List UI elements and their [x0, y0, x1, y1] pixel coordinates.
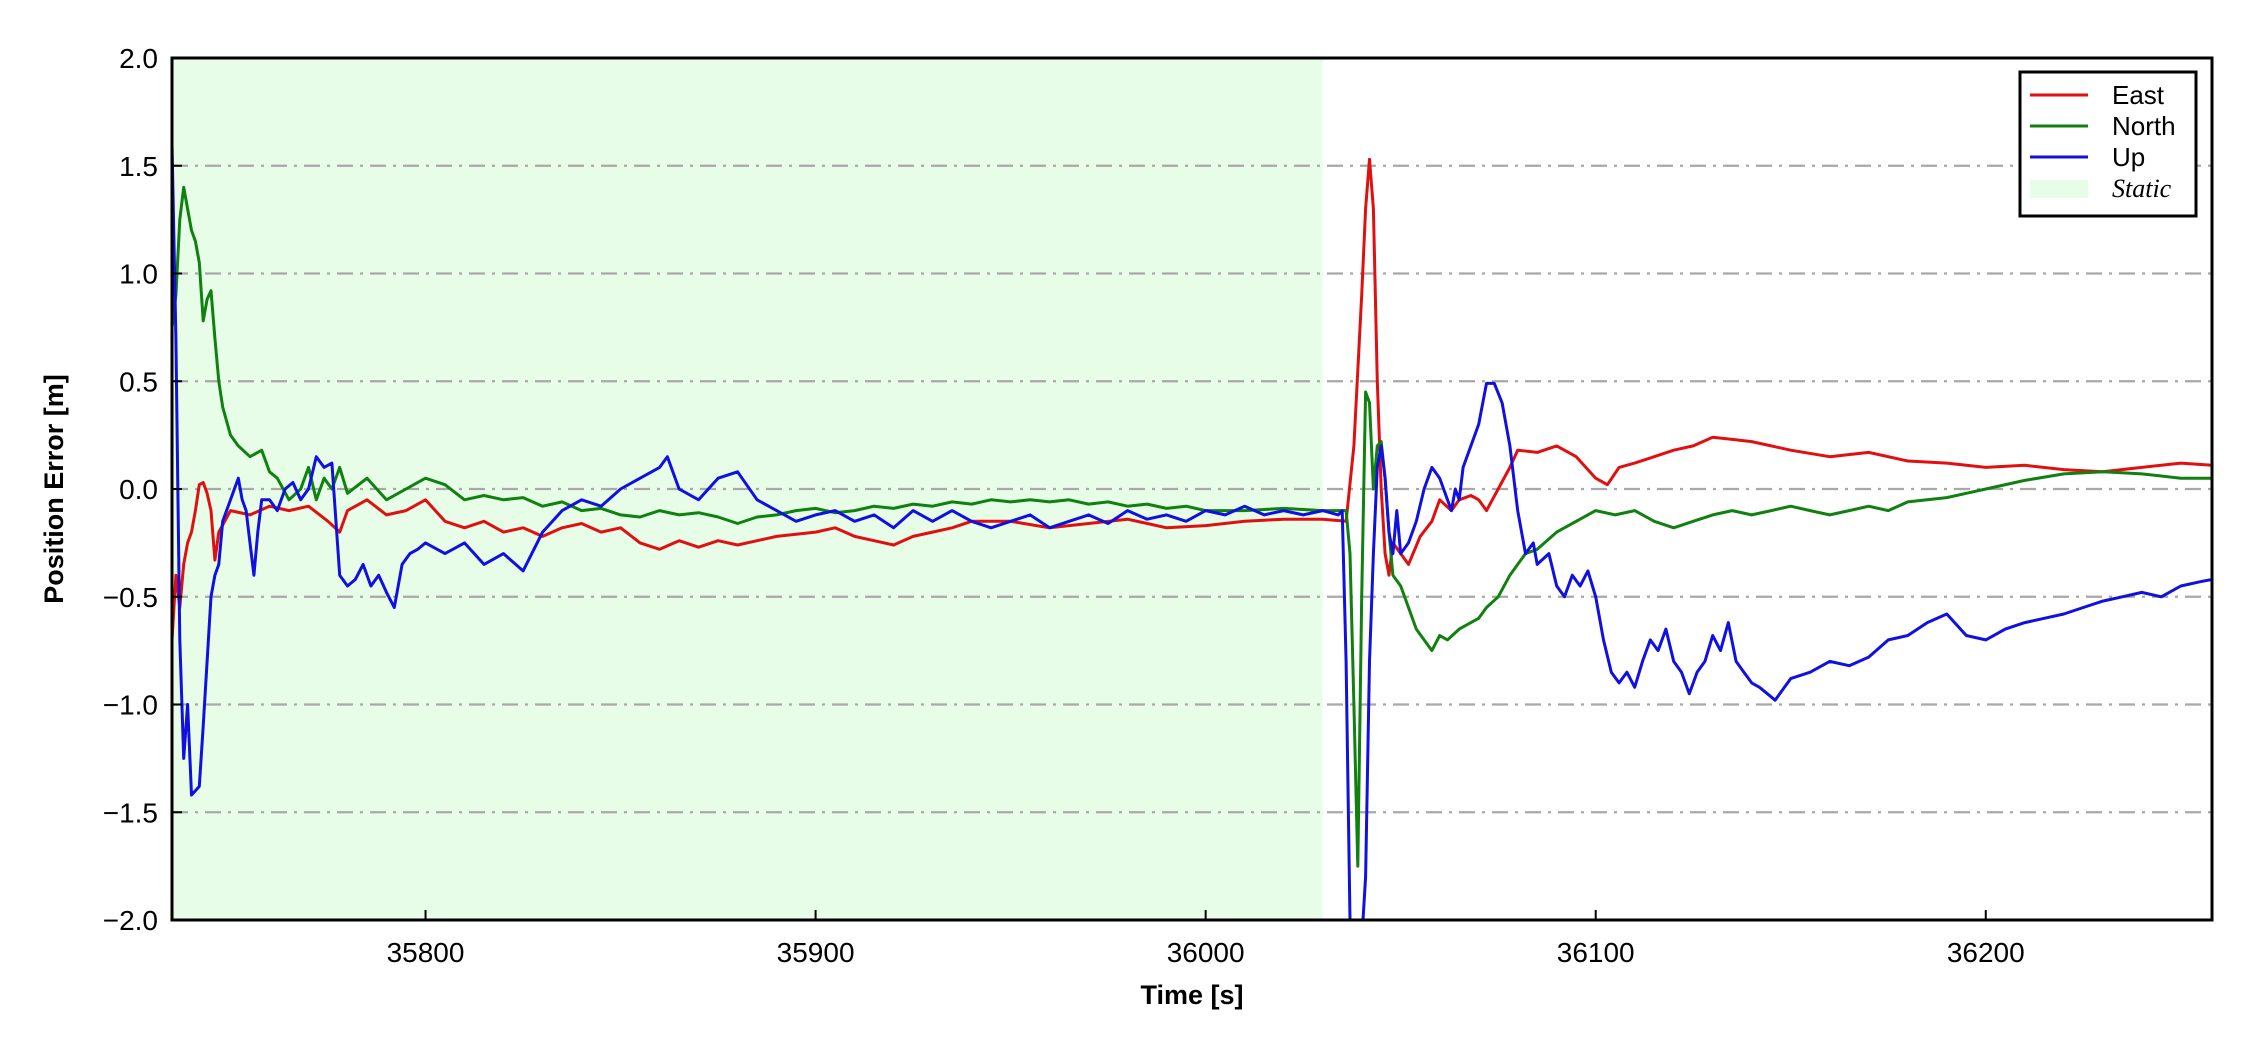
y-tick-label: −1.0 — [103, 690, 158, 721]
y-tick-label: 0.0 — [119, 474, 158, 505]
gridlines — [172, 164, 2212, 814]
legend-label-north: North — [2112, 111, 2176, 141]
y-tick-label: −2.0 — [103, 905, 158, 936]
series-line-east — [172, 157, 2212, 640]
legend-swatch-static — [2030, 180, 2088, 198]
x-axis-ticks: 35800 35900 36000 36100 36200 — [387, 910, 2025, 968]
legend: East North Up Static — [2018, 70, 2198, 218]
x-tick-label: 36000 — [1167, 937, 1245, 968]
legend-label-static: Static — [2112, 174, 2172, 203]
x-axis-title: Time [s] — [1140, 980, 1243, 1010]
y-tick-label: 0.5 — [119, 366, 158, 397]
legend-label-up: Up — [2112, 142, 2145, 172]
x-tick-label: 35900 — [777, 937, 855, 968]
y-tick-label: 1.0 — [119, 259, 158, 290]
y-tick-label: 1.5 — [119, 151, 158, 182]
series-line-up — [172, 144, 2212, 920]
x-tick-label: 36200 — [1947, 937, 2025, 968]
x-tick-label: 36100 — [1557, 937, 1635, 968]
y-tick-label: −1.5 — [103, 797, 158, 828]
y-tick-label: −0.5 — [103, 582, 158, 613]
y-axis-ticks: −2.0 −1.5 −1.0 −0.5 0.0 0.5 1.0 1.5 2.0 — [103, 43, 182, 936]
y-axis-title: Position Error [m] — [39, 374, 69, 604]
series-lines — [172, 144, 2212, 920]
y-tick-label: 2.0 — [119, 43, 158, 74]
legend-label-east: East — [2112, 80, 2165, 110]
x-tick-label: 35800 — [387, 937, 465, 968]
series-line-north — [172, 185, 2212, 868]
